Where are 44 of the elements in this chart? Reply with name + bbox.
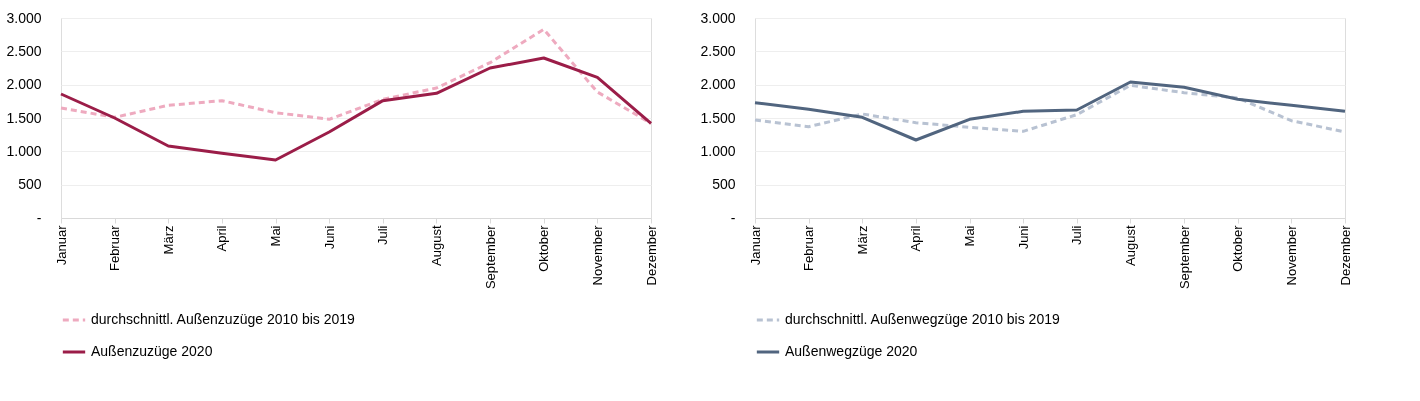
y-tick-label: 500 xyxy=(18,176,42,193)
y-tick-label: 500 xyxy=(712,176,736,193)
x-tick-label: Oktober xyxy=(536,224,552,272)
y-tick-label: 2.500 xyxy=(6,42,42,59)
x-tick-label: März xyxy=(160,225,176,255)
x-tick-label: Mai xyxy=(962,225,978,247)
x-tick-label: Dezember xyxy=(643,224,659,286)
legend-label: durchschnittl. Außenzuzüge 2010 bis 2019 xyxy=(91,311,356,327)
legend-label: durchschnittl. Außenwegzüge 2010 bis 2019 xyxy=(785,311,1060,327)
y-tick-label: 1.500 xyxy=(700,109,736,126)
x-tick-label: Januar xyxy=(747,224,763,266)
line-series xyxy=(59,56,653,162)
y-tick-label: 2.000 xyxy=(700,76,736,93)
y-tick-label: - xyxy=(36,209,42,226)
y-tick-label: 2.000 xyxy=(6,76,42,93)
y-tick-label: 1.500 xyxy=(6,109,42,126)
x-tick-label: September xyxy=(1176,224,1192,290)
x-tick-label: Juni xyxy=(321,225,337,250)
x-tick-label: November xyxy=(1283,224,1299,286)
x-tick-label: September xyxy=(482,224,498,290)
x-tick-label: Dezember xyxy=(1337,224,1353,286)
legend-label: Außenzuzüge 2020 xyxy=(91,343,213,359)
x-tick-label: März xyxy=(854,225,870,255)
x-tick-label: November xyxy=(589,224,605,286)
x-tick-label: Juli xyxy=(375,225,391,246)
y-tick-label: 3.000 xyxy=(700,9,736,26)
x-tick-label: Februar xyxy=(107,224,123,272)
x-tick-label: April xyxy=(214,225,230,252)
x-tick-label: Mai xyxy=(268,225,284,247)
y-tick-label: 1.000 xyxy=(700,142,736,159)
y-tick-label: 2.500 xyxy=(700,42,736,59)
y-tick-label: 1.000 xyxy=(6,142,42,159)
x-tick-label: Januar xyxy=(53,224,69,266)
line-series xyxy=(753,80,1347,142)
x-tick-label: Juli xyxy=(1069,225,1085,246)
x-tick-label: Februar xyxy=(801,224,817,272)
x-tick-label: April xyxy=(908,225,924,252)
y-tick-label: - xyxy=(730,209,736,226)
x-tick-label: Oktober xyxy=(1230,224,1246,272)
legend-label: Außenwegzüge 2020 xyxy=(785,343,918,359)
y-tick-label: 3.000 xyxy=(6,9,42,26)
x-tick-label: Juni xyxy=(1015,225,1031,250)
x-tick-label: August xyxy=(1122,225,1138,266)
x-tick-label: August xyxy=(428,225,444,266)
